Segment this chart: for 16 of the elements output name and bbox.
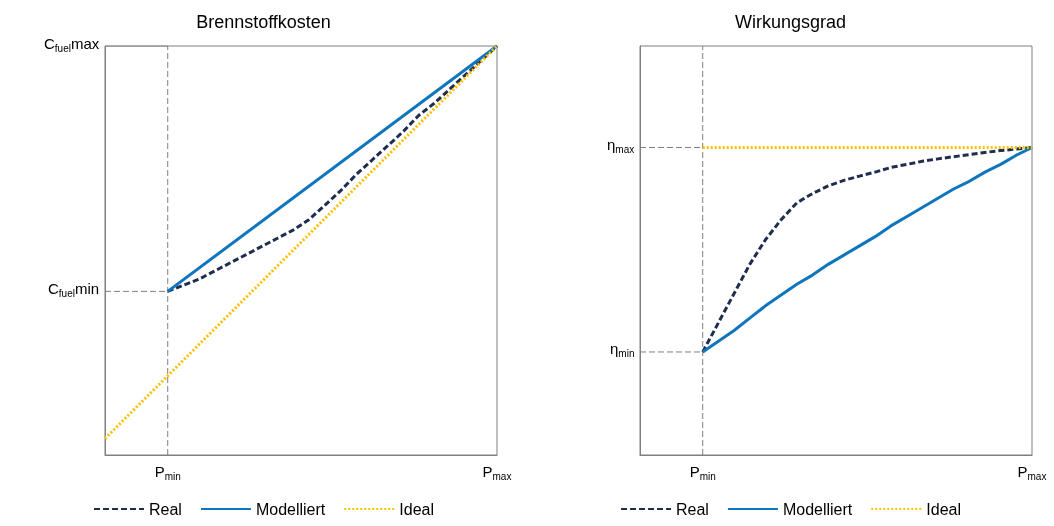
legend-label: Ideal bbox=[399, 500, 434, 518]
ref-line-label: η$_{min}$ bbox=[610, 340, 635, 362]
chart-title: Brennstoffkosten bbox=[196, 12, 331, 32]
x-tick-label: P$_{min}$ bbox=[689, 463, 716, 484]
legend-label: Ideal bbox=[926, 500, 961, 518]
chart-title: Wirkungsgrad bbox=[734, 12, 847, 32]
x-tick-label: P$_{min}$ bbox=[154, 463, 181, 484]
ref-line-label: C$_{fuel}$min bbox=[48, 279, 100, 301]
legend-label: Modelliert bbox=[782, 500, 853, 518]
ref-line-label: C$_{fuel}$max bbox=[44, 34, 100, 56]
legend-label: Modelliert bbox=[255, 500, 326, 518]
ref-line-label: η$_{max}$ bbox=[607, 135, 635, 157]
legend-label: Real bbox=[676, 500, 709, 518]
x-tick-label: P$_{max}$ bbox=[1017, 463, 1047, 484]
x-tick-label: P$_{max}$ bbox=[482, 463, 512, 484]
legend-label: Real bbox=[149, 500, 182, 518]
